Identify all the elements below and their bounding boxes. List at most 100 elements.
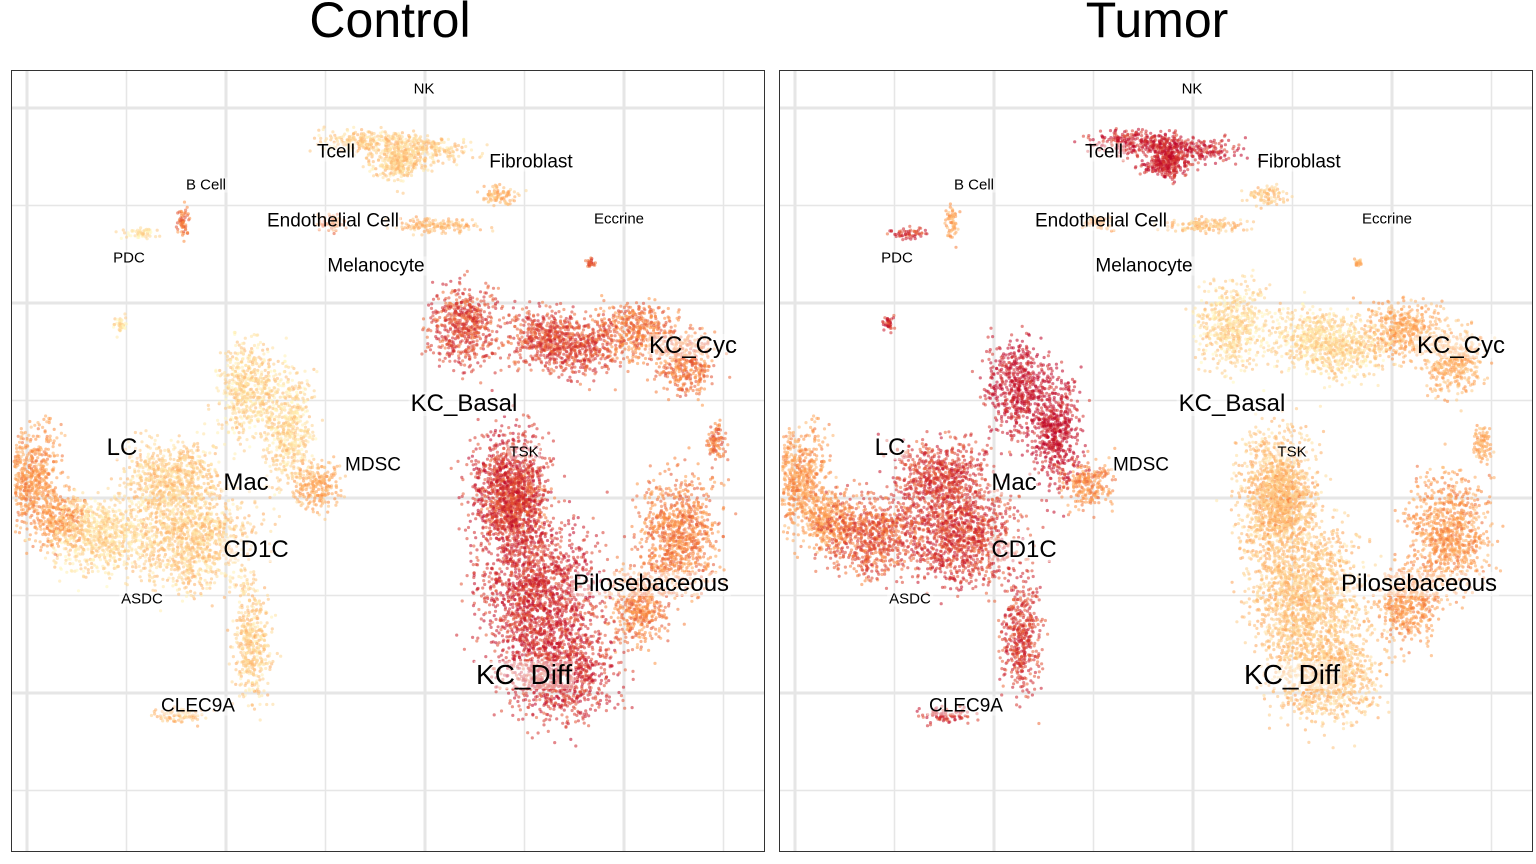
cell-point <box>450 147 454 151</box>
cell-point <box>463 287 467 291</box>
cluster-endothelial-cell <box>174 200 192 243</box>
cell-point <box>321 127 325 132</box>
cell-point <box>635 321 639 325</box>
cell-point <box>322 125 326 129</box>
cell-point <box>440 344 444 348</box>
cell-point <box>479 346 483 350</box>
cell-point <box>426 152 430 156</box>
cell-point <box>533 318 537 322</box>
cell-point <box>435 141 439 145</box>
cell-point <box>451 349 455 353</box>
cell-point <box>457 313 461 317</box>
cell-point <box>552 357 556 362</box>
cell-point <box>415 156 419 160</box>
cell-point <box>634 301 639 305</box>
cell-point <box>321 223 325 227</box>
cell-point <box>700 364 704 368</box>
cell-point <box>447 307 451 311</box>
cell-point <box>714 427 719 431</box>
cell-point <box>452 317 456 321</box>
cluster-b-cell <box>114 226 162 241</box>
cell-point <box>681 372 686 376</box>
cell-point <box>452 224 456 228</box>
cell-point <box>38 483 42 487</box>
cell-point <box>58 443 62 447</box>
cell-point <box>547 359 552 363</box>
cell-point <box>497 346 501 350</box>
cell-point <box>53 505 57 509</box>
cell-point <box>429 316 433 320</box>
cell-point <box>649 324 654 328</box>
cell-point <box>14 443 19 447</box>
cell-point <box>333 497 337 501</box>
cell-point <box>434 311 438 315</box>
cell-point <box>558 333 562 337</box>
cell-point <box>554 330 558 334</box>
cell-point <box>51 445 55 449</box>
cell-point <box>24 521 28 525</box>
cell-point <box>486 320 490 325</box>
cell-point <box>59 471 63 475</box>
cell-point <box>28 533 32 537</box>
cell-point <box>349 149 353 153</box>
cell-point <box>569 378 573 383</box>
cell-point <box>48 491 52 495</box>
cell-point <box>18 446 22 450</box>
cell-point <box>587 388 592 392</box>
cell-point <box>671 367 676 372</box>
cell-point <box>50 468 54 472</box>
cell-point <box>543 337 547 341</box>
cell-point <box>496 324 500 328</box>
cell-point <box>470 333 474 337</box>
cell-point <box>620 336 624 340</box>
cell-point <box>372 174 376 178</box>
cell-point <box>512 336 516 340</box>
cell-point <box>359 143 363 147</box>
cell-point <box>721 452 726 456</box>
cell-point <box>426 342 430 346</box>
cell-point <box>403 157 407 161</box>
cell-point <box>454 345 458 349</box>
cell-point <box>602 322 606 326</box>
cell-point <box>22 462 26 466</box>
cell-point <box>654 361 659 366</box>
cell-point <box>700 326 704 330</box>
cell-point <box>576 359 580 363</box>
cell-point <box>384 217 388 221</box>
cell-point <box>327 228 331 232</box>
cell-point <box>18 488 22 492</box>
cell-point <box>141 234 145 239</box>
cell-point <box>421 147 425 151</box>
cell-point <box>611 305 615 309</box>
cell-point <box>471 300 475 304</box>
cell-point <box>438 358 442 362</box>
cell-point <box>329 473 333 477</box>
cell-point <box>490 338 494 342</box>
cell-point <box>416 226 420 231</box>
cell-point <box>464 297 468 301</box>
cell-point <box>452 369 456 373</box>
cell-point <box>320 491 325 495</box>
cell-point <box>400 172 405 176</box>
cell-point <box>387 148 391 152</box>
cell-point <box>35 508 39 512</box>
cell-point <box>473 311 477 315</box>
cell-point <box>328 214 332 218</box>
cell-point <box>445 146 449 150</box>
cell-point <box>582 317 587 321</box>
cell-point <box>49 530 53 534</box>
cell-point <box>645 378 650 382</box>
cell-point <box>543 344 547 348</box>
cell-point <box>629 321 633 326</box>
cell-point <box>618 344 622 348</box>
cell-point <box>492 186 497 190</box>
cell-point <box>59 431 64 435</box>
cell-point <box>494 302 498 306</box>
cell-point <box>416 149 420 153</box>
cell-point <box>344 140 348 144</box>
cell-point <box>596 313 601 318</box>
cluster-melanocyte <box>315 212 348 236</box>
cell-point <box>527 322 531 326</box>
cell-point <box>537 333 542 337</box>
cell-point <box>607 318 611 322</box>
